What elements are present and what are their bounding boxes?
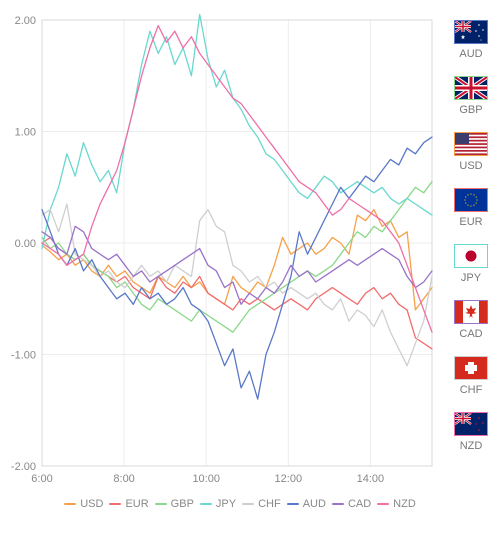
- legend-item-nzd[interactable]: NZD: [377, 498, 416, 510]
- currency-usd[interactable]: USD: [446, 132, 496, 172]
- legend-label: NZD: [393, 498, 416, 510]
- svg-text:0.00: 0.00: [15, 238, 36, 250]
- flag-icon: [454, 188, 488, 212]
- currency-panel: AUD GBP USD EUR JPY CAD CHF NZD: [446, 20, 496, 452]
- svg-text:2.00: 2.00: [15, 15, 36, 27]
- flag-icon: [454, 20, 488, 44]
- legend-swatch: [200, 503, 212, 505]
- currency-label: AUD: [459, 48, 482, 60]
- legend-swatch: [64, 503, 76, 505]
- svg-text:12:00: 12:00: [275, 473, 303, 485]
- currency-label: NZD: [460, 440, 483, 452]
- currency-label: JPY: [461, 272, 481, 284]
- svg-text:14:00: 14:00: [357, 473, 385, 485]
- legend-label: GBP: [171, 498, 194, 510]
- legend-item-aud[interactable]: AUD: [287, 498, 326, 510]
- legend-label: CAD: [348, 498, 371, 510]
- currency-eur[interactable]: EUR: [446, 188, 496, 228]
- legend-item-gbp[interactable]: GBP: [155, 498, 194, 510]
- currency-label: USD: [459, 160, 482, 172]
- legend-swatch: [287, 503, 299, 505]
- line-chart: -2.00 -1.00 0.00 1.00 2.00 6:00 8:00 10:00 12:00…: [0, 0, 440, 496]
- legend-label: AUD: [303, 498, 326, 510]
- legend-item-eur[interactable]: EUR: [109, 498, 148, 510]
- flag-icon: [454, 244, 488, 268]
- svg-text:10:00: 10:00: [192, 473, 220, 485]
- legend: USD EUR GBP JPY CHF AUD CAD NZD: [40, 498, 440, 510]
- currency-nzd[interactable]: NZD: [446, 412, 496, 452]
- flag-icon: [454, 356, 488, 380]
- currency-label: GBP: [459, 104, 482, 116]
- chart-area: -2.00 -1.00 0.00 1.00 2.00 6:00 8:00 10:00 12:00…: [0, 0, 440, 520]
- svg-text:-2.00: -2.00: [11, 461, 36, 473]
- svg-text:6:00: 6:00: [31, 473, 52, 485]
- currency-jpy[interactable]: JPY: [446, 244, 496, 284]
- currency-gbp[interactable]: GBP: [446, 76, 496, 116]
- chart-container: -2.00 -1.00 0.00 1.00 2.00 6:00 8:00 10:00 12:00…: [0, 0, 500, 546]
- legend-swatch: [155, 503, 167, 505]
- legend-label: CHF: [258, 498, 281, 510]
- svg-text:-1.00: -1.00: [11, 350, 36, 362]
- legend-swatch: [332, 503, 344, 505]
- svg-text:1.00: 1.00: [15, 127, 36, 139]
- svg-text:8:00: 8:00: [113, 473, 134, 485]
- legend-item-chf[interactable]: CHF: [242, 498, 281, 510]
- legend-swatch: [377, 503, 389, 505]
- flag-icon: [454, 300, 488, 324]
- legend-swatch: [109, 503, 121, 505]
- currency-label: EUR: [459, 216, 482, 228]
- legend-item-usd[interactable]: USD: [64, 498, 103, 510]
- flag-icon: [454, 412, 488, 436]
- flag-icon: [454, 76, 488, 100]
- flag-icon: [454, 132, 488, 156]
- legend-label: EUR: [125, 498, 148, 510]
- currency-label: CHF: [460, 384, 483, 396]
- legend-item-jpy[interactable]: JPY: [200, 498, 236, 510]
- currency-chf[interactable]: CHF: [446, 356, 496, 396]
- legend-swatch: [242, 503, 254, 505]
- currency-cad[interactable]: CAD: [446, 300, 496, 340]
- legend-label: USD: [80, 498, 103, 510]
- legend-label: JPY: [216, 498, 236, 510]
- currency-aud[interactable]: AUD: [446, 20, 496, 60]
- currency-label: CAD: [459, 328, 482, 340]
- legend-item-cad[interactable]: CAD: [332, 498, 371, 510]
